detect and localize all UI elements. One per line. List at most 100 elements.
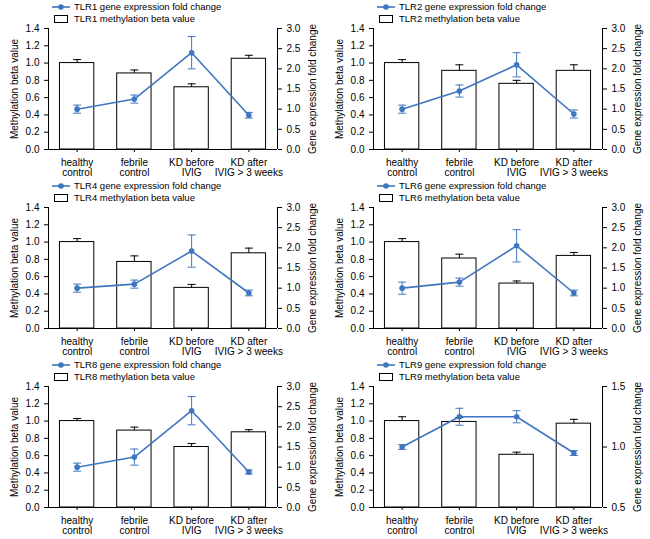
svg-text:1.5: 1.5 <box>287 83 301 94</box>
svg-text:Methylation beta value: Methylation beta value <box>9 218 20 319</box>
svg-text:Methylation beta value: Methylation beta value <box>9 397 20 498</box>
svg-text:1.5: 1.5 <box>612 262 626 273</box>
svg-text:0.6: 0.6 <box>26 450 40 461</box>
svg-text:3.0: 3.0 <box>287 381 301 392</box>
svg-text:1.0: 1.0 <box>612 441 626 452</box>
svg-text:healthycontrol: healthycontrol <box>386 157 418 178</box>
svg-text:0.2: 0.2 <box>26 484 40 495</box>
svg-text:Gene expression fold change: Gene expression fold change <box>307 24 318 155</box>
svg-text:febrilecontrol: febrilecontrol <box>444 336 474 357</box>
svg-text:0.2: 0.2 <box>351 126 365 137</box>
svg-text:0.8: 0.8 <box>26 433 40 444</box>
svg-text:1.0: 1.0 <box>26 415 40 426</box>
svg-text:1.0: 1.0 <box>351 415 365 426</box>
svg-text:1.5: 1.5 <box>612 83 626 94</box>
svg-text:3.0: 3.0 <box>612 23 626 34</box>
svg-text:0.5: 0.5 <box>287 482 301 493</box>
svg-text:febrilecontrol: febrilecontrol <box>119 157 149 178</box>
svg-text:2.5: 2.5 <box>287 401 301 412</box>
svg-text:1.4: 1.4 <box>351 381 365 392</box>
svg-text:Gene expression fold change: Gene expression fold change <box>632 203 643 334</box>
svg-text:KD afterIVIG > 3 weeks: KD afterIVIG > 3 weeks <box>215 515 283 536</box>
svg-text:KD beforeIVIG: KD beforeIVIG <box>169 515 214 536</box>
svg-text:healthycontrol: healthycontrol <box>386 336 418 357</box>
svg-text:0.2: 0.2 <box>26 126 40 137</box>
svg-text:0.0: 0.0 <box>351 144 365 155</box>
svg-text:1.4: 1.4 <box>351 202 365 213</box>
svg-text:2.0: 2.0 <box>287 63 301 74</box>
svg-text:0.4: 0.4 <box>26 109 40 120</box>
svg-text:healthycontrol: healthycontrol <box>386 515 418 536</box>
svg-text:0.0: 0.0 <box>287 502 301 513</box>
svg-text:1.2: 1.2 <box>351 40 365 51</box>
svg-text:1.0: 1.0 <box>612 282 626 293</box>
svg-text:1.4: 1.4 <box>26 202 40 213</box>
svg-text:2.5: 2.5 <box>287 43 301 54</box>
svg-text:1.2: 1.2 <box>351 398 365 409</box>
svg-text:KD beforeIVIG: KD beforeIVIG <box>494 157 539 178</box>
svg-text:0.5: 0.5 <box>287 303 301 314</box>
svg-text:0.0: 0.0 <box>26 502 40 513</box>
svg-text:1.5: 1.5 <box>287 441 301 452</box>
svg-text:0.4: 0.4 <box>26 467 40 478</box>
svg-text:2.5: 2.5 <box>612 43 626 54</box>
svg-text:KD beforeIVIG: KD beforeIVIG <box>494 515 539 536</box>
svg-text:0.8: 0.8 <box>351 254 365 265</box>
svg-text:0.4: 0.4 <box>26 288 40 299</box>
svg-text:0.0: 0.0 <box>287 144 301 155</box>
svg-text:Gene expression fold change: Gene expression fold change <box>307 382 318 513</box>
svg-text:1.5: 1.5 <box>612 381 626 392</box>
svg-text:febrilecontrol: febrilecontrol <box>444 157 474 178</box>
svg-text:healthycontrol: healthycontrol <box>61 157 93 178</box>
svg-text:1.0: 1.0 <box>287 282 301 293</box>
svg-text:2.0: 2.0 <box>612 63 626 74</box>
svg-text:0.6: 0.6 <box>26 92 40 103</box>
svg-text:1.2: 1.2 <box>26 40 40 51</box>
svg-text:1.0: 1.0 <box>287 103 301 114</box>
svg-text:1.0: 1.0 <box>26 236 40 247</box>
svg-text:0.8: 0.8 <box>351 433 365 444</box>
svg-text:1.4: 1.4 <box>26 381 40 392</box>
svg-text:0.4: 0.4 <box>351 109 365 120</box>
svg-text:Methylation beta value: Methylation beta value <box>334 218 345 319</box>
svg-text:Gene expression fold change: Gene expression fold change <box>632 24 643 155</box>
svg-text:3.0: 3.0 <box>287 23 301 34</box>
svg-text:3.0: 3.0 <box>612 202 626 213</box>
svg-text:1.0: 1.0 <box>26 57 40 68</box>
svg-text:0.5: 0.5 <box>287 124 301 135</box>
svg-text:0.4: 0.4 <box>351 288 365 299</box>
svg-text:0.2: 0.2 <box>351 305 365 316</box>
svg-text:KD afterIVIG > 3 weeks: KD afterIVIG > 3 weeks <box>540 336 608 357</box>
svg-text:1.2: 1.2 <box>351 219 365 230</box>
svg-text:2.0: 2.0 <box>287 421 301 432</box>
svg-text:1.4: 1.4 <box>351 23 365 34</box>
svg-text:0.5: 0.5 <box>612 124 626 135</box>
svg-text:Methylation beta value: Methylation beta value <box>334 397 345 498</box>
svg-text:KD afterIVIG > 3 weeks: KD afterIVIG > 3 weeks <box>215 336 283 357</box>
svg-text:KD afterIVIG > 3 weeks: KD afterIVIG > 3 weeks <box>215 157 283 178</box>
svg-text:0.6: 0.6 <box>351 450 365 461</box>
svg-text:2.5: 2.5 <box>612 222 626 233</box>
svg-text:2.0: 2.0 <box>287 242 301 253</box>
svg-text:2.0: 2.0 <box>612 242 626 253</box>
svg-text:1.0: 1.0 <box>287 461 301 472</box>
svg-text:febrilecontrol: febrilecontrol <box>119 515 149 536</box>
svg-text:0.2: 0.2 <box>351 484 365 495</box>
svg-text:1.4: 1.4 <box>26 23 40 34</box>
svg-text:0.6: 0.6 <box>351 271 365 282</box>
svg-text:0.4: 0.4 <box>351 467 365 478</box>
svg-text:0.0: 0.0 <box>287 323 301 334</box>
svg-text:0.0: 0.0 <box>351 502 365 513</box>
svg-text:2.5: 2.5 <box>287 222 301 233</box>
svg-text:0.0: 0.0 <box>612 144 626 155</box>
svg-text:0.6: 0.6 <box>26 271 40 282</box>
svg-text:1.0: 1.0 <box>351 236 365 247</box>
svg-text:healthycontrol: healthycontrol <box>61 515 93 536</box>
svg-text:KD afterIVIG > 3 weeks: KD afterIVIG > 3 weeks <box>540 157 608 178</box>
svg-text:febrilecontrol: febrilecontrol <box>444 515 474 536</box>
svg-text:0.8: 0.8 <box>26 75 40 86</box>
svg-text:0.8: 0.8 <box>351 75 365 86</box>
svg-text:Methylation beta value: Methylation beta value <box>334 39 345 140</box>
svg-text:0.5: 0.5 <box>612 303 626 314</box>
svg-text:1.0: 1.0 <box>351 57 365 68</box>
